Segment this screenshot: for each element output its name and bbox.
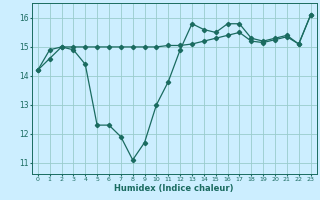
X-axis label: Humidex (Indice chaleur): Humidex (Indice chaleur) [115,184,234,193]
